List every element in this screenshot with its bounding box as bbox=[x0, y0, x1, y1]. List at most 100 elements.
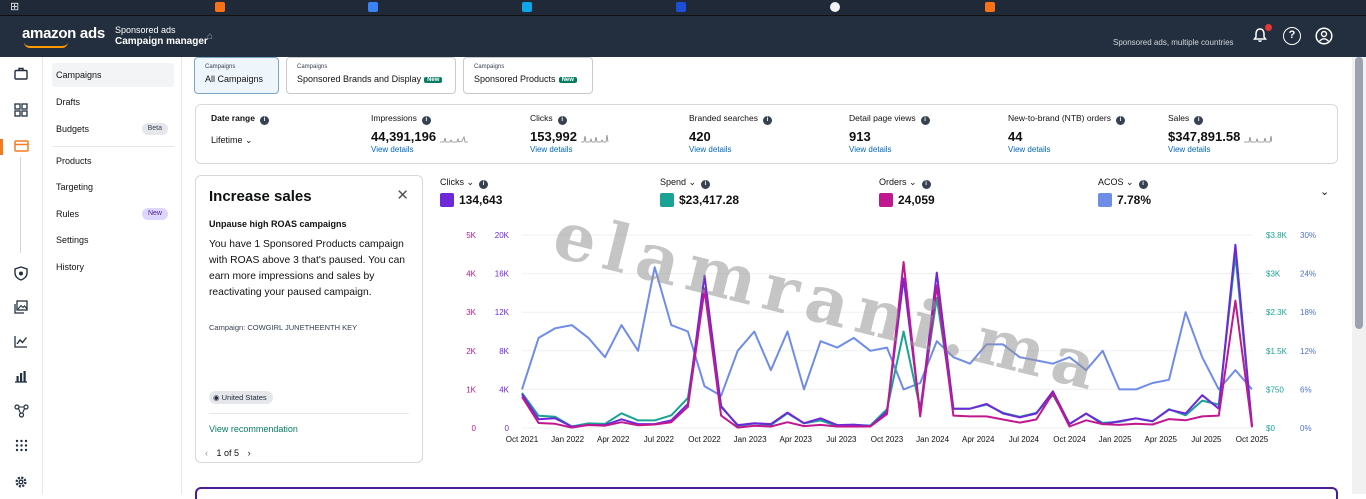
logo-text: amazon ads bbox=[22, 25, 105, 42]
view-details-link[interactable]: View details bbox=[1168, 145, 1211, 154]
home-icon[interactable]: ⌂ bbox=[207, 31, 214, 42]
y-tick-label: $750 bbox=[1266, 385, 1284, 394]
metric-value: 153,992 bbox=[530, 129, 577, 144]
info-icon[interactable]: i bbox=[921, 180, 931, 189]
bell-icon[interactable] bbox=[1251, 27, 1269, 45]
info-icon[interactable]: i bbox=[763, 116, 772, 125]
recommendation-campaign: Campaign: COWGIRL JUNETHEENTH KEY bbox=[209, 323, 358, 332]
shield-icon[interactable] bbox=[12, 266, 30, 284]
info-icon[interactable]: i bbox=[421, 116, 431, 125]
amazon-ads-logo[interactable]: amazon ads bbox=[22, 25, 105, 48]
active-section-indicator bbox=[0, 139, 3, 155]
browser-tab-strip: ⊞ bbox=[0, 0, 1366, 16]
pager-text: 1 of 5 bbox=[216, 448, 240, 458]
campaigns-icon[interactable] bbox=[12, 139, 30, 157]
tab-kicker: Campaigns bbox=[474, 64, 505, 70]
metric-clicks: Clicks i 153,992 View details bbox=[530, 113, 609, 154]
sidebar-item-label: Rules bbox=[56, 209, 80, 219]
sidebar-item-campaigns[interactable]: Campaigns bbox=[52, 63, 174, 87]
sidebar-item-budgets[interactable]: Budgets Beta bbox=[52, 117, 174, 141]
x-tick-label: Jul 2022 bbox=[644, 435, 675, 444]
y-tick-label: $0 bbox=[1266, 424, 1275, 433]
metric-selector-acos[interactable]: ACOS ⌄ i 7.78% bbox=[1098, 177, 1151, 207]
view-details-link[interactable]: View details bbox=[689, 145, 732, 154]
metric-selector-clicks[interactable]: Clicks ⌄ i 134,643 bbox=[440, 177, 502, 207]
recommendation-pager: ‹ 1 of 5 › bbox=[205, 448, 251, 458]
y-tick-label: 8K bbox=[499, 347, 509, 356]
tab-favicon-icon[interactable] bbox=[215, 2, 225, 12]
chevron-right-icon[interactable]: › bbox=[247, 448, 251, 458]
info-icon[interactable]: i bbox=[479, 180, 489, 189]
x-tick-label: Jan 2024 bbox=[916, 435, 949, 444]
metric-sales: Sales i $347,891.58 View details bbox=[1168, 113, 1273, 154]
briefcase-icon[interactable] bbox=[12, 67, 30, 85]
metric-value: 913 bbox=[849, 129, 871, 144]
recommendation-body: You have 1 Sponsored Products campaign w… bbox=[209, 239, 406, 298]
dashboard-icon[interactable] bbox=[12, 103, 30, 121]
tab-favicon-icon[interactable] bbox=[985, 2, 995, 12]
date-range-select[interactable]: Lifetime ⌄ bbox=[211, 135, 269, 146]
metric-branded-searches: Branded searches i 420 View details bbox=[689, 113, 772, 154]
tab-all-campaigns[interactable]: Campaigns All Campaigns bbox=[194, 57, 279, 94]
side-navigation: Campaigns Drafts Budgets Beta Products Ta… bbox=[44, 57, 182, 494]
metric-selector-spend[interactable]: Spend ⌄ i $23,417.28 bbox=[660, 177, 739, 207]
metric-selector-orders[interactable]: Orders ⌄ i 24,059 bbox=[879, 177, 935, 207]
sidebar-item-drafts[interactable]: Drafts bbox=[52, 90, 174, 114]
series-swatch bbox=[879, 193, 893, 207]
rail-divider bbox=[20, 157, 21, 253]
scrollbar-thumb[interactable] bbox=[1355, 57, 1363, 329]
info-icon[interactable]: i bbox=[259, 116, 269, 125]
chevron-down-icon[interactable]: ⌄ bbox=[1320, 186, 1330, 198]
y-tick-label: 6% bbox=[1300, 385, 1312, 394]
series-swatch bbox=[660, 193, 674, 207]
x-tick-label: Oct 2025 bbox=[1236, 435, 1269, 444]
account-selector[interactable]: Sponsored ads, multiple countries bbox=[1113, 38, 1234, 47]
sidebar-item-targeting[interactable]: Targeting bbox=[52, 175, 174, 199]
tab-sponsored-brands-display[interactable]: Campaigns Sponsored Brands and Display Ne… bbox=[286, 57, 456, 94]
view-details-link[interactable]: View details bbox=[849, 145, 892, 154]
sidebar-item-history[interactable]: History bbox=[52, 255, 174, 279]
tab-favicon-icon[interactable] bbox=[368, 2, 378, 12]
y-tick-label: $1.5K bbox=[1266, 347, 1288, 356]
sidebar-item-settings[interactable]: Settings bbox=[52, 228, 174, 252]
images-icon[interactable] bbox=[12, 300, 30, 318]
performance-line-chart: 0 1K 2K 3K 4K 5K 0 4K 8K 12K 16K 20K $0 $750 $1.5K $2.3… bbox=[466, 231, 1316, 444]
info-icon[interactable]: i bbox=[1194, 116, 1204, 125]
y-tick-label: 0% bbox=[1300, 424, 1312, 433]
view-details-link[interactable]: View details bbox=[1008, 145, 1051, 154]
tab-favicon-icon[interactable] bbox=[522, 2, 532, 12]
network-icon[interactable] bbox=[12, 404, 30, 422]
page-scrollbar[interactable] bbox=[1352, 57, 1366, 494]
more-apps-icon[interactable] bbox=[12, 439, 30, 457]
metric-value: 44,391,196 bbox=[371, 129, 437, 144]
info-icon[interactable]: i bbox=[920, 116, 930, 125]
close-icon[interactable]: ✕ bbox=[396, 187, 409, 204]
recommendation-subtitle: Unpause high ROAS campaigns bbox=[209, 219, 347, 229]
gear-icon[interactable] bbox=[12, 475, 30, 493]
apps-grid-icon[interactable]: ⊞ bbox=[10, 1, 20, 13]
sidebar-item-rules[interactable]: Rules New bbox=[52, 202, 174, 226]
info-icon[interactable]: i bbox=[557, 116, 567, 125]
view-recommendation-link[interactable]: View recommendation bbox=[209, 424, 298, 434]
trend-chart-icon[interactable] bbox=[12, 335, 30, 353]
profile-icon[interactable] bbox=[1315, 27, 1333, 45]
sidebar-item-products[interactable]: Products bbox=[52, 149, 174, 173]
view-details-link[interactable]: View details bbox=[371, 145, 414, 154]
info-icon[interactable]: i bbox=[1115, 116, 1125, 125]
y-tick-label: 12K bbox=[495, 308, 510, 317]
y-tick-label: 1K bbox=[466, 385, 476, 394]
info-icon[interactable]: i bbox=[701, 180, 711, 189]
x-tick-label: Apr 2022 bbox=[597, 435, 630, 444]
tab-favicon-icon[interactable] bbox=[676, 2, 686, 12]
tab-favicon-icon[interactable] bbox=[830, 2, 840, 12]
chevron-left-icon[interactable]: ‹ bbox=[205, 448, 208, 458]
icon-rail bbox=[0, 57, 43, 494]
y-tick-label: 2K bbox=[466, 347, 476, 356]
view-details-link[interactable]: View details bbox=[530, 145, 573, 154]
bar-chart-icon[interactable] bbox=[12, 370, 30, 388]
y-tick-label: 30% bbox=[1300, 231, 1316, 240]
info-icon[interactable]: i bbox=[1138, 180, 1148, 189]
tab-sponsored-products[interactable]: Campaigns Sponsored Products New bbox=[463, 57, 593, 94]
chevron-down-icon: ⌄ bbox=[1126, 177, 1134, 187]
help-icon[interactable]: ? bbox=[1283, 27, 1301, 45]
